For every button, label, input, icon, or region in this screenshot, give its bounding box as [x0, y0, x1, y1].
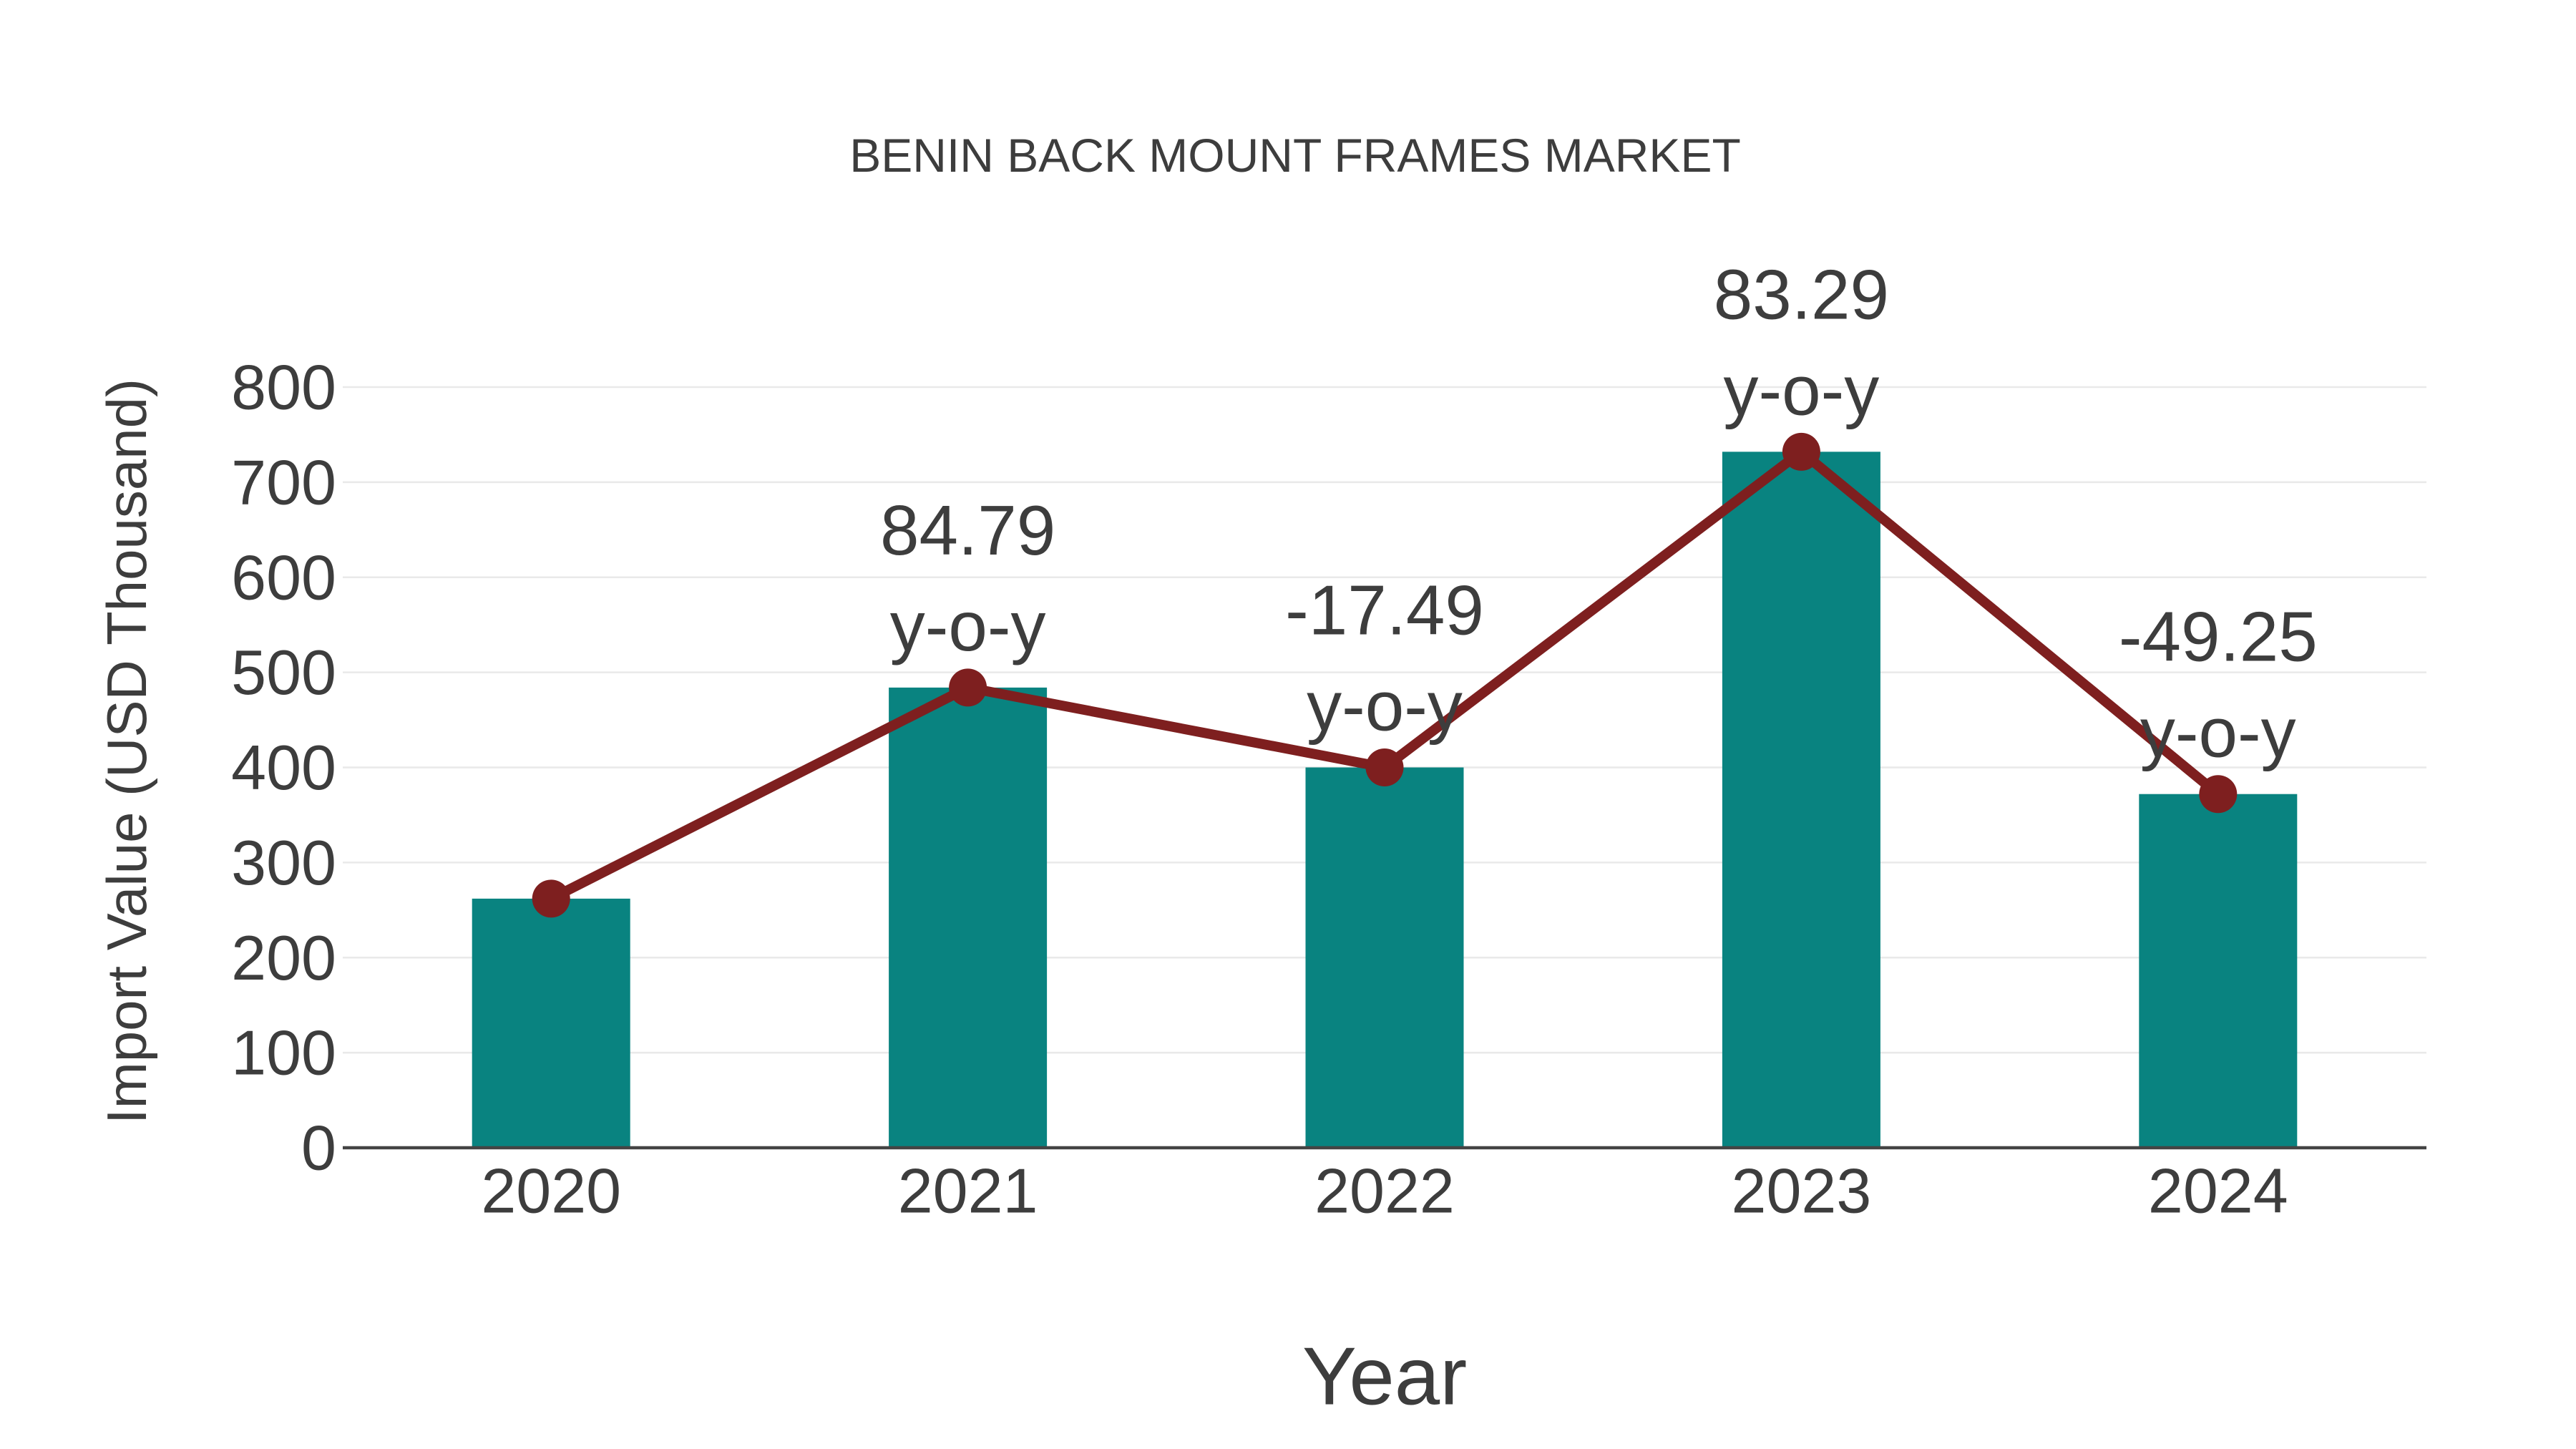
annotation-suffix-2022: y-o-y: [1307, 667, 1463, 746]
y-tick-label: 500: [231, 637, 336, 708]
annotation-value-2022: -17.49: [1285, 571, 1484, 650]
annotation-suffix-2024: y-o-y: [2140, 693, 2296, 772]
x-tick-label: 2020: [481, 1156, 621, 1226]
x-tick-label: 2021: [898, 1156, 1038, 1226]
annotation-layer: 84.79 y-o-y -17.49 y-o-y 83.29 y-o-y -49.25 y-o…: [880, 255, 2318, 771]
annotation-value-2024: -49.25: [2119, 597, 2318, 676]
x-axis-title: Year: [1302, 1332, 1467, 1423]
line-marker-2020: [532, 879, 570, 918]
y-tick-label: 400: [231, 732, 336, 803]
x-tick-label: 2024: [2148, 1156, 2288, 1226]
annotation-value-2021: 84.79: [880, 491, 1055, 570]
bar-2023: [1722, 452, 1880, 1148]
chart-title: BENIN BACK MOUNT FRAMES MARKET: [849, 129, 1741, 182]
bar-2022: [1305, 767, 1464, 1148]
annotation-suffix-2023: y-o-y: [1724, 351, 1880, 429]
annotation-suffix-2021: y-o-y: [890, 587, 1046, 665]
y-tick-label: 600: [231, 542, 336, 613]
x-tick-label: 2023: [1732, 1156, 1872, 1226]
bar-2020: [472, 898, 630, 1148]
y-tick-label: 300: [231, 827, 336, 898]
bar-2021: [889, 687, 1048, 1148]
bars-layer: [472, 452, 2298, 1148]
y-tick-label: 200: [231, 922, 336, 993]
y-tick-label: 0: [301, 1113, 336, 1184]
y-tick-label: 800: [231, 352, 336, 423]
x-tick-label: 2022: [1314, 1156, 1455, 1226]
line-marker-2023: [1782, 432, 1820, 471]
y-tick-label: 100: [231, 1018, 336, 1088]
y-axis-title: Import Value (USD Thousand): [95, 379, 158, 1124]
bar-2024: [2139, 794, 2298, 1148]
line-marker-2024: [2199, 775, 2238, 814]
annotation-value-2023: 83.29: [1714, 255, 1889, 333]
line-marker-2022: [1365, 748, 1404, 786]
y-tick-label: 700: [231, 447, 336, 517]
line-marker-2021: [949, 668, 987, 707]
tick-label-layer: 0 100 200 300 400 500 600 700 800 2020 2021 2022 202…: [231, 352, 2288, 1226]
trend-line-layer: [532, 432, 2238, 918]
